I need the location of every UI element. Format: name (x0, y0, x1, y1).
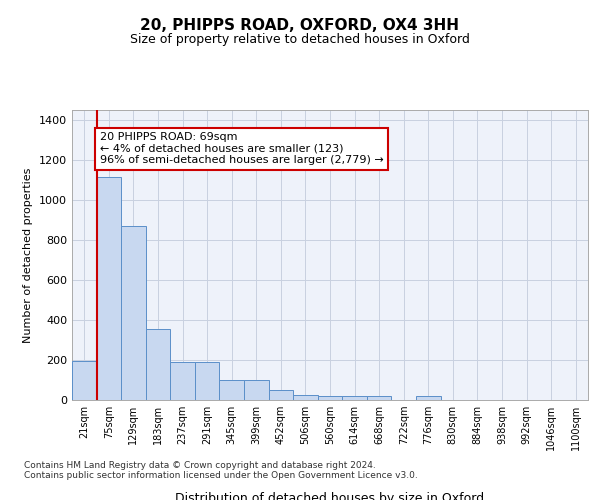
Bar (318, 396, 342, 400)
Bar (342, 396, 367, 400)
Bar (367, 396, 391, 400)
Bar (170, 362, 195, 400)
Bar (146, 329, 170, 400)
Bar (416, 396, 440, 400)
Text: Contains HM Land Registry data © Crown copyright and database right 2024.
Contai: Contains HM Land Registry data © Crown c… (24, 460, 418, 480)
Bar (121, 226, 146, 400)
Bar (72, 361, 97, 400)
Text: 20, PHIPPS ROAD, OXFORD, OX4 3HH: 20, PHIPPS ROAD, OXFORD, OX4 3HH (140, 18, 460, 32)
Bar (220, 380, 244, 400)
Text: 20 PHIPPS ROAD: 69sqm
← 4% of detached houses are smaller (123)
96% of semi-deta: 20 PHIPPS ROAD: 69sqm ← 4% of detached h… (100, 132, 383, 165)
Bar (195, 362, 220, 400)
Bar (97, 177, 121, 400)
Bar (293, 395, 318, 400)
Y-axis label: Number of detached properties: Number of detached properties (23, 168, 34, 342)
Text: Size of property relative to detached houses in Oxford: Size of property relative to detached ho… (130, 32, 470, 46)
X-axis label: Distribution of detached houses by size in Oxford: Distribution of detached houses by size … (175, 492, 485, 500)
Bar (269, 390, 293, 400)
Bar (244, 380, 269, 400)
